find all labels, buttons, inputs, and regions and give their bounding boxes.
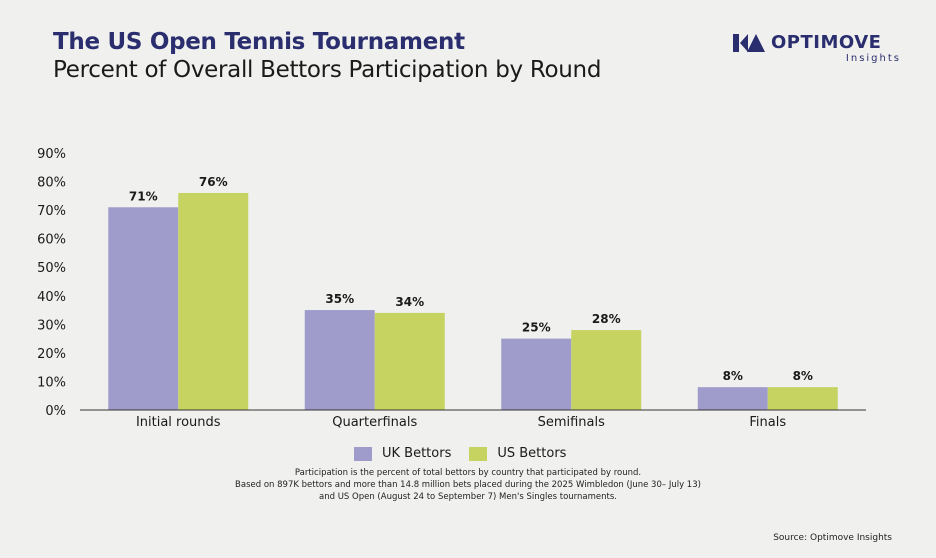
bar-uk <box>501 338 572 410</box>
logo-wordmark: OPTIMOVE <box>771 32 882 53</box>
y-tick-label: 40% <box>37 290 66 305</box>
y-tick-label: 50% <box>37 261 66 276</box>
data-label: 71% <box>129 189 158 203</box>
data-label: 8% <box>723 369 743 383</box>
y-tick-label: 10% <box>37 375 66 390</box>
x-tick-label: Quarterfinals <box>332 415 417 430</box>
chart-subtitle: Percent of Overall Bettors Participation… <box>53 57 602 83</box>
y-tick-label: 20% <box>37 347 66 362</box>
source-note: Source: Optimove Insights <box>773 533 892 543</box>
y-tick-label: 30% <box>37 318 66 333</box>
chart-title: The US Open Tennis Tournament <box>53 29 465 55</box>
legend-label-uk: UK Bettors <box>382 446 452 461</box>
legend-item-uk: UK Bettors <box>354 446 451 461</box>
footnote: Participation is the percent of total be… <box>160 467 776 503</box>
y-tick-label: 80% <box>37 176 66 191</box>
footnote-line-2: Based on 897K bettors and more than 14.8… <box>235 480 701 490</box>
data-label: 35% <box>325 292 354 306</box>
data-label: 28% <box>592 312 621 326</box>
bar-uk <box>697 387 768 410</box>
legend-swatch-us <box>469 446 488 461</box>
data-label: 25% <box>522 321 551 335</box>
data-label: 34% <box>395 295 424 309</box>
bar-uk <box>108 207 179 410</box>
chart-legend: UK Bettors US Bettors <box>354 446 566 461</box>
optimove-logo-icon <box>733 34 765 52</box>
y-tick-label: 60% <box>37 233 66 248</box>
logo-subtitle: Insights <box>845 53 901 64</box>
bar-us <box>767 387 838 410</box>
bar-us <box>178 192 249 410</box>
bar-us <box>374 312 445 410</box>
legend-label-us: US Bettors <box>497 446 567 461</box>
bar-chart: 0% 10% 20% 30% 40% 50% 60% 70% 80% 90% 71% 76% Initi… <box>37 147 866 430</box>
y-tick-label: 70% <box>37 204 66 219</box>
x-tick-label: Finals <box>749 415 786 430</box>
y-tick-label: 90% <box>37 147 66 162</box>
bar-us <box>571 330 642 410</box>
x-tick-label: Initial rounds <box>136 415 221 430</box>
optimove-logo: OPTIMOVE Insights <box>733 32 905 66</box>
footnote-line-3: and US Open (August 24 to September 7) M… <box>319 492 617 502</box>
legend-item-us: US Bettors <box>469 446 566 461</box>
x-tick-label: Semifinals <box>538 415 606 430</box>
bar-uk <box>304 310 375 410</box>
legend-swatch-uk <box>354 446 372 461</box>
data-label: 8% <box>793 369 813 383</box>
y-tick-label: 0% <box>45 404 66 419</box>
data-label: 76% <box>199 175 228 189</box>
footnote-line-1: Participation is the percent of total be… <box>294 468 642 478</box>
